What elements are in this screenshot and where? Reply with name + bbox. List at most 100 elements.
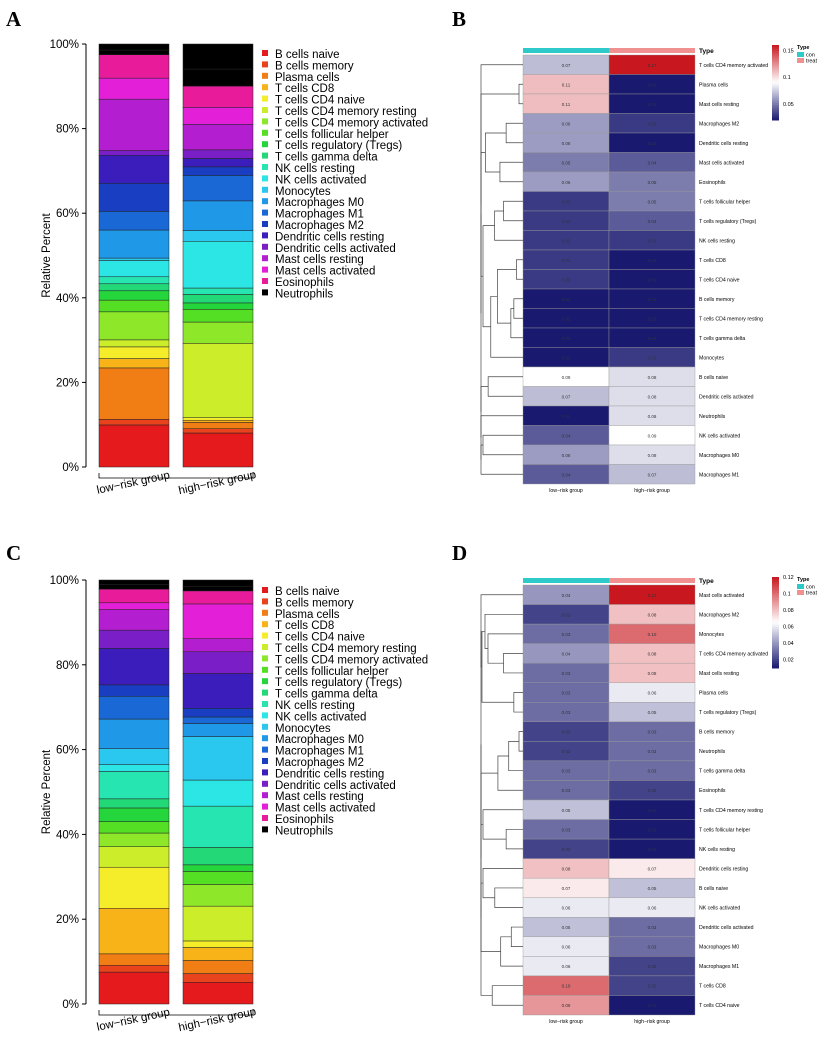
legend-label: Plasma cells	[275, 609, 340, 621]
colorbar-step	[772, 583, 779, 587]
heatmap-cell-label: 0.06	[562, 964, 571, 969]
bar-segment	[182, 124, 254, 151]
legend-swatch	[262, 780, 268, 787]
bar-segment	[98, 579, 170, 585]
colorbar-step	[772, 579, 779, 583]
bar-segment	[98, 798, 170, 809]
colorbar-step	[772, 61, 779, 65]
type-legend-label-treat: treat	[806, 59, 817, 65]
bar-segment	[182, 43, 254, 70]
heatmap-cell-label: 0.02	[648, 297, 657, 302]
legend-label: Macrophages M0	[275, 197, 364, 209]
legend-swatch	[262, 769, 268, 776]
heatmap-cell-label: 0.06	[648, 906, 657, 911]
bar-segment	[182, 175, 254, 202]
heatmap-row-label: Plasma cells	[699, 691, 729, 697]
heatmap-row-label: T cells CD4 memory activated	[699, 63, 768, 69]
colorbar-step	[772, 105, 779, 108]
colorbar-step	[772, 90, 779, 93]
legend-label: T cells CD8	[275, 620, 334, 632]
annotation-treat	[609, 578, 695, 583]
y-tick-label: 100%	[50, 39, 79, 51]
heatmap-cell-label: 0.07	[562, 394, 571, 399]
heatmap-cell	[608, 464, 696, 485]
colorbar-tick-label: 0.1	[783, 592, 791, 598]
heatmap-cell-label: 0.08	[648, 414, 657, 419]
heatmap-cell-label: 0.05	[562, 808, 571, 813]
dendrogram-branch	[484, 613, 523, 649]
legend-label: T cells CD4 memory resting	[275, 643, 417, 655]
heatmap-cell-label: 0.06	[562, 141, 571, 146]
legend-swatch	[262, 209, 268, 216]
colorbar-step	[772, 640, 779, 644]
y-tick-label: 80%	[56, 660, 79, 672]
heatmap-row-label: Neutrophils	[699, 749, 726, 755]
legend-swatch	[262, 609, 268, 616]
heatmap-cell-label: 0.03	[562, 788, 571, 793]
legend-swatch	[262, 118, 268, 125]
legend-swatch	[262, 815, 268, 821]
heatmap-cell-label: 0.02	[648, 788, 657, 793]
legend-swatch	[262, 141, 268, 148]
heatmap-row-label: B cells naive	[699, 375, 728, 381]
bar-segment	[98, 283, 170, 292]
heatmap-cell-label: 0.08	[648, 394, 657, 399]
x-category-label: low−risk group	[96, 469, 171, 496]
colorbar-step	[772, 663, 779, 667]
colorbar-step	[772, 615, 779, 619]
colorbar-step	[772, 84, 779, 87]
colorbar-step	[772, 73, 779, 76]
colorbar-step	[772, 65, 779, 68]
bar-segment	[98, 821, 170, 834]
colorbar-tick-label: 0.15	[783, 48, 794, 54]
legend-label: Mast cells activated	[275, 266, 375, 278]
colorbar-step	[772, 99, 779, 102]
legend-swatch	[262, 655, 268, 662]
annotation-con	[523, 48, 609, 53]
stacked-bar-chart-A: 0% 20% 40% 60% 80% 100% Relative Percent low−ri…	[41, 39, 428, 497]
colorbar-step	[772, 60, 779, 63]
bar-segment	[182, 158, 254, 168]
legend-label: Eosinophils	[275, 277, 334, 289]
colorbar-step	[772, 629, 779, 633]
bar-segment	[98, 43, 170, 51]
x-category-label: low−risk group	[96, 1006, 171, 1033]
legend-label: T cells gamma delta	[275, 152, 378, 164]
colorbar-step	[772, 633, 779, 637]
bar-segment	[98, 346, 170, 359]
colorbar-step	[772, 577, 779, 580]
bar-segment	[182, 736, 254, 781]
y-axis-label: Relative Percent	[41, 213, 53, 298]
colorbar-step	[772, 581, 779, 585]
heatmap-cell-label: 0.06	[648, 691, 657, 696]
colorbar-step	[772, 75, 779, 78]
colorbar-step	[772, 636, 779, 639]
legend-label: Dendritic cells resting	[275, 231, 384, 243]
heatmap-cell-label: 0.02	[562, 297, 571, 302]
legend-label: NK cells activated	[275, 711, 366, 723]
heatmap-row-label: Macrophages M2	[699, 612, 739, 618]
bar-segment	[98, 49, 170, 56]
heatmap-cell-label: 0.08	[648, 375, 657, 380]
bar-segment	[98, 211, 170, 231]
legend-swatch	[262, 255, 268, 262]
y-tick-label: 80%	[56, 124, 79, 136]
colorbar-step	[772, 58, 779, 61]
stacked-bar-chart-C: 0% 20% 40% 60% 80% 100% Relative Percent low−ri…	[41, 575, 428, 1034]
colorbar-step	[772, 48, 779, 52]
heatmap-row-label: B cells memory	[699, 297, 735, 303]
legend-label: T cells follicular helper	[275, 666, 389, 678]
colorbar-step	[772, 654, 779, 658]
bar-segment	[98, 953, 170, 966]
heatmap-row-label: Macrophages M1	[699, 472, 739, 478]
legend-label: Macrophages M1	[275, 209, 364, 221]
bar-segment	[98, 588, 170, 604]
colorbar-step	[772, 592, 779, 596]
colorbar-step	[772, 71, 779, 74]
type-legend-label-con: con	[806, 53, 815, 59]
colorbar-step	[772, 665, 779, 669]
dendrogram-branch	[482, 225, 495, 328]
type-legend-swatch-treat	[797, 58, 804, 63]
heatmap-cell-label: 0.08	[648, 671, 657, 676]
